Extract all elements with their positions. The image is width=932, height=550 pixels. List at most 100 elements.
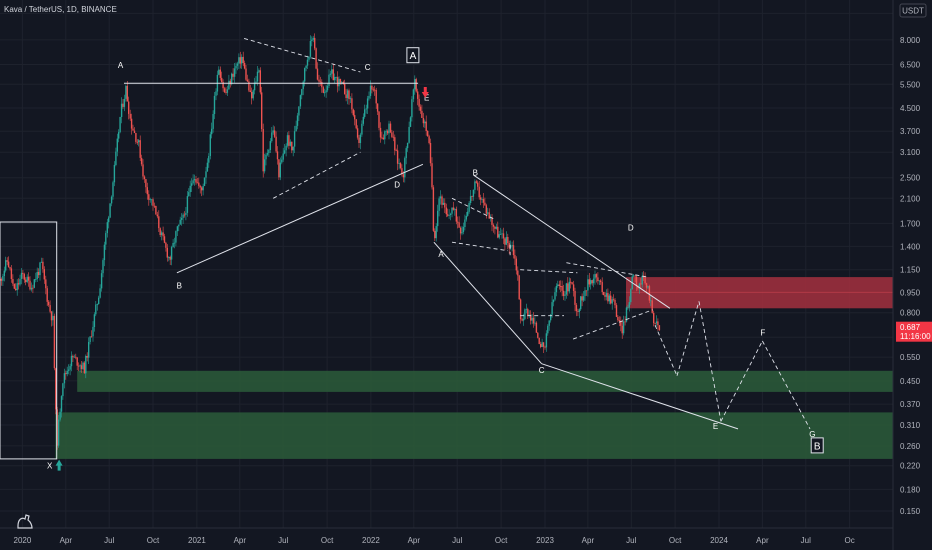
candle-body (434, 230, 436, 239)
channel-upper-line[interactable] (473, 174, 671, 309)
candle-body (488, 212, 490, 219)
supply-zone[interactable] (626, 277, 893, 309)
candle-body (653, 312, 655, 324)
candle-body (19, 279, 21, 285)
candle-body (447, 214, 449, 216)
demand-zone-lower[interactable] (55, 412, 894, 459)
candle-body (448, 215, 450, 216)
candle-body (362, 116, 364, 124)
candle-body (489, 217, 492, 219)
candle-body (57, 419, 60, 446)
candle-body (406, 142, 409, 149)
accumulation-box[interactable] (0, 221, 58, 460)
candle-body (388, 123, 390, 134)
candle-body (241, 56, 243, 64)
triangle-lower-dashed[interactable] (272, 151, 361, 199)
candle-body (492, 224, 495, 227)
candle-body (409, 117, 412, 127)
candle-body (507, 237, 509, 243)
candle-body (268, 150, 270, 153)
projection-dashed-leg-4[interactable] (762, 340, 811, 430)
channel-lower-bottom[interactable] (541, 363, 739, 430)
flag-dashed-line-3[interactable] (520, 269, 578, 274)
candle-body (538, 337, 540, 344)
projection-dashed-leg-0[interactable] (654, 325, 678, 376)
candle-body (263, 159, 266, 172)
candle-body (258, 70, 260, 72)
candle-body (186, 196, 189, 213)
candle-body (103, 244, 106, 261)
flag-dashed-line-0[interactable] (451, 197, 496, 221)
flag-dashed-line-1[interactable] (451, 241, 508, 252)
major-wave-label-a-frame[interactable] (406, 47, 420, 64)
candle-body (196, 182, 199, 184)
candle-body (65, 373, 67, 375)
candle-body (110, 196, 113, 204)
triangle-upper-dashed[interactable] (243, 37, 361, 73)
candle-body (457, 221, 459, 223)
tradingview-dino-icon (17, 514, 33, 529)
flag-dashed-line-6[interactable] (572, 309, 653, 340)
wave-label-a: A (438, 250, 444, 259)
candle-body (129, 113, 131, 119)
candle-body (329, 73, 332, 75)
projection-dashed-leg-1[interactable] (676, 301, 700, 376)
candle-body (112, 182, 114, 197)
candle-body (474, 181, 476, 190)
candle-body (152, 199, 154, 206)
candle-body (148, 194, 150, 200)
demand-zone-upper[interactable] (77, 370, 893, 392)
candle-body (654, 323, 656, 324)
time-tick-label: Jul (104, 536, 114, 545)
candle-body (233, 68, 236, 77)
channel-lower-left[interactable] (433, 241, 542, 365)
price-tick-label: 2.100 (900, 194, 921, 203)
candle-body (435, 226, 437, 239)
major-wave-label-a: A (410, 51, 417, 62)
candle-body (199, 185, 201, 188)
candle-body (259, 70, 261, 93)
major-wave-label-b-frame[interactable] (810, 437, 824, 454)
candle-body (594, 274, 596, 279)
projection-dashed-leg-3[interactable] (720, 340, 763, 422)
candle-body (479, 197, 482, 200)
symbol-header[interactable]: Kava / TetherUS, 1D, BINANCE (4, 5, 117, 14)
candle-body (551, 302, 553, 315)
candle-body (465, 215, 467, 220)
candle-body (285, 145, 287, 151)
candle-body (308, 56, 310, 60)
bd-trendline[interactable] (176, 163, 424, 274)
candle-body (304, 68, 306, 82)
candle-body (620, 321, 622, 326)
candle-body (0, 278, 3, 281)
candle-body (202, 186, 204, 191)
candle-body (610, 295, 612, 304)
candle-body (521, 319, 523, 321)
candle-body (90, 336, 93, 338)
candle-body (213, 95, 216, 114)
candle-body (598, 280, 600, 282)
candle-body (282, 153, 284, 160)
candle-body (365, 108, 367, 110)
candle-body (382, 137, 384, 140)
candle-body (531, 317, 533, 321)
candle-body (331, 69, 333, 74)
candle-body (632, 275, 635, 277)
candle-body (574, 290, 576, 305)
currency-badge[interactable] (899, 3, 927, 18)
candle-body (206, 162, 209, 172)
projection-dashed-leg-2[interactable] (698, 301, 722, 422)
candle-body (256, 71, 259, 82)
candle-body (12, 279, 14, 284)
candle-body (60, 396, 63, 412)
candle-body (328, 74, 330, 86)
candle-body (568, 281, 570, 292)
candle-body (115, 151, 117, 165)
drawings-layer[interactable]: A B C D E B A C D F E G A B X (0, 37, 824, 471)
candle-body (381, 137, 383, 139)
candle-body (336, 77, 339, 87)
candle-body (570, 281, 572, 283)
